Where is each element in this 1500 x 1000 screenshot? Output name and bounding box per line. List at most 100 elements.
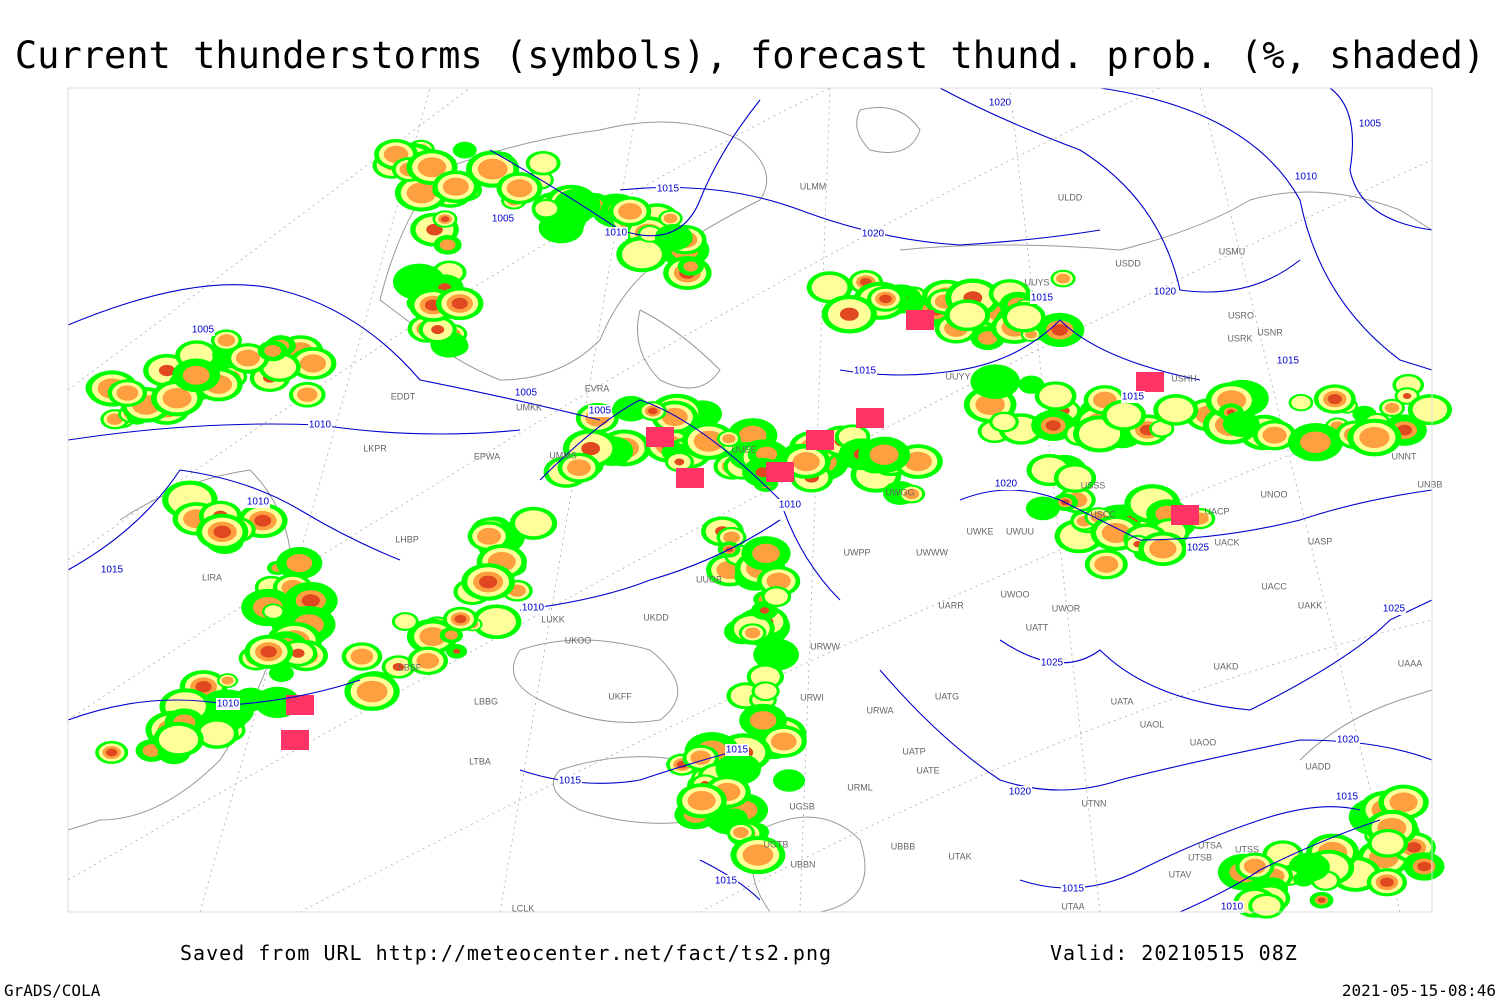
shade-blob (454, 614, 467, 624)
isobar-label-bg (853, 365, 877, 377)
shade-blob (904, 451, 932, 472)
shade-blob (647, 407, 658, 415)
isobar-label: 1005 (492, 214, 515, 225)
storm-symbol (1171, 505, 1199, 525)
shade-blob (759, 607, 770, 614)
station-label: UATG (935, 691, 959, 701)
isobar-label: 1015 (1062, 884, 1085, 895)
shade-blob (535, 201, 558, 217)
shade-blob (1243, 858, 1266, 875)
storm-symbol (766, 462, 794, 482)
isobar (839, 319, 1201, 381)
station-label: ULMM (800, 181, 827, 191)
shade-blob (693, 430, 724, 452)
station-label: UAOO (1190, 737, 1217, 747)
shade-blob (1262, 426, 1287, 444)
shade-blob (1051, 324, 1069, 336)
isobar-label-bg (514, 387, 538, 399)
isobar (939, 87, 1301, 293)
storm-symbol (856, 408, 884, 428)
isobar-label-bg (308, 419, 332, 431)
station-label: UTAV (1169, 869, 1192, 879)
shade-blob (1058, 466, 1092, 490)
isobar-label: 1020 (1009, 787, 1032, 798)
shade-blob (839, 307, 859, 321)
isobar-label: 1005 (1359, 119, 1382, 130)
shade-blob (1412, 397, 1448, 422)
station-label: UACK (1214, 537, 1239, 547)
shade-blob (1025, 330, 1037, 339)
isobar-label-bg (1153, 286, 1177, 298)
isobar-label: 1015 (1336, 792, 1359, 803)
station-label: UUEE (731, 444, 756, 454)
shade-blob (221, 676, 234, 685)
shade-blob (416, 652, 440, 669)
station-label: UKFF (608, 691, 632, 701)
storm-symbol (286, 695, 314, 715)
isobar-label: 1020 (995, 479, 1018, 490)
isobar-label-bg (1121, 391, 1145, 403)
station-label: URWA (867, 705, 894, 715)
station-label: UTSB (1188, 852, 1212, 862)
shade-blob (764, 588, 788, 605)
shade-blob (417, 157, 447, 178)
isobar-label-bg (1061, 883, 1085, 895)
station-label: LKPR (363, 443, 387, 453)
shade-blob (1222, 411, 1260, 437)
shade-blob (1101, 522, 1131, 543)
station-label: UACP (1204, 506, 1229, 516)
isobar-label: 1025 (1383, 604, 1406, 615)
station-label: LHBP (395, 534, 419, 544)
coastline (751, 816, 866, 913)
isobar-label-bg (1030, 292, 1054, 304)
isobar-label: 1010 (247, 497, 270, 508)
isobar-label-bg (1382, 603, 1406, 615)
isobar-label-bg (604, 227, 628, 239)
shade-blob (1384, 402, 1400, 413)
shade-blob (442, 177, 469, 196)
shade-blob (477, 608, 516, 636)
station-label: UADD (1305, 761, 1331, 771)
shade-blob (254, 514, 272, 527)
shade-blob (754, 683, 777, 699)
station-label: LBSF (399, 662, 422, 672)
isobar-label: 1010 (217, 699, 240, 710)
station-label: LCLK (512, 903, 535, 913)
shade-blob (269, 664, 294, 682)
station-label: UWGG (886, 487, 915, 497)
shade-blob (1406, 842, 1422, 853)
shade-blob (477, 527, 502, 545)
shade-blob (217, 334, 236, 347)
map-border (67, 87, 1433, 913)
shade-blob (621, 240, 662, 269)
shade-blob (426, 223, 443, 236)
shade-blob (1027, 497, 1059, 520)
isobar-label-bg (1186, 542, 1210, 554)
shade-blob (1291, 395, 1311, 410)
station-label: UNNT (1392, 451, 1417, 461)
shade-blob (235, 349, 260, 367)
station-label: UUOB (696, 574, 722, 584)
shade-blob (772, 769, 806, 792)
isobar-label-bg (521, 602, 545, 614)
shade-blob (444, 630, 458, 640)
station-label: UBBB (891, 841, 916, 851)
isobar-label: 1005 (589, 406, 612, 417)
isobar (67, 469, 401, 571)
shade-blob (1327, 394, 1342, 405)
shade-blob (1094, 555, 1119, 573)
station-label: USRO (1228, 310, 1254, 320)
isobar-label: 1015 (715, 876, 738, 887)
station-label: LIRA (202, 572, 222, 582)
station-label: EPWA (474, 451, 500, 461)
station-label: UGTB (763, 839, 788, 849)
isobar-label-bg (588, 405, 612, 417)
shade-blob (687, 790, 716, 811)
shade-blob (286, 554, 313, 573)
isobar-label: 1015 (726, 745, 749, 756)
shade-blob (158, 364, 176, 377)
isobar-label: 1025 (1187, 543, 1210, 554)
shade-blob (451, 297, 468, 310)
isobar-label: 1010 (605, 228, 628, 239)
shade-blob (581, 441, 601, 456)
